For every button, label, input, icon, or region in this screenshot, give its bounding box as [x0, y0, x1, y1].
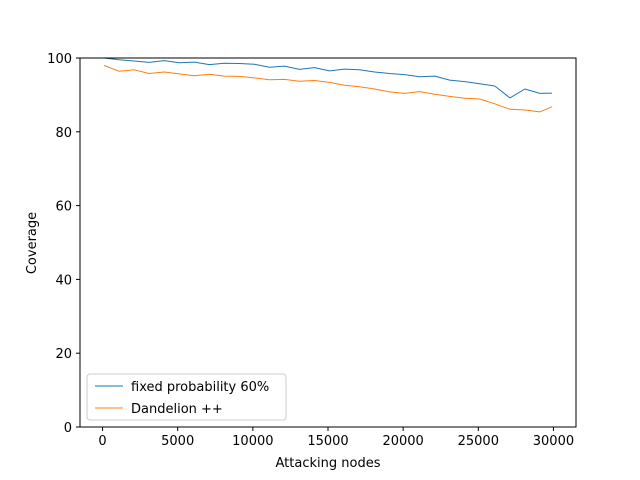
x-tick-label: 15000 [307, 434, 348, 449]
legend-box [86, 373, 287, 421]
y-axis-label: Coverage [25, 212, 40, 274]
y-tick-label: 0 [64, 421, 72, 436]
legend-label-fixed-probability: fixed probability 60% [131, 380, 269, 395]
y-tick-label: 40 [55, 273, 72, 288]
legend: fixed probability 60% Dandelion ++ [86, 373, 287, 421]
y-tick-label: 20 [55, 347, 72, 362]
series-line-dandelion [103, 64, 553, 113]
x-tick-label: 20000 [382, 434, 423, 449]
x-tick-label: 25000 [458, 434, 499, 449]
x-tick-label: 5000 [161, 434, 194, 449]
y-tick-label: 80 [55, 126, 72, 141]
x-tick-label: 10000 [232, 434, 273, 449]
y-tick-label: 60 [55, 200, 72, 215]
plot-frame [79, 57, 577, 428]
y-axis: 0 20 40 60 80 100 [47, 52, 80, 436]
x-axis-label: Attacking nodes [276, 456, 381, 471]
x-axis: 0 5000 10000 15000 20000 25000 30000 [98, 427, 574, 449]
series-line-fixed-probability [103, 57, 553, 99]
x-tick-label: 30000 [533, 434, 574, 449]
legend-label-dandelion: Dandelion ++ [131, 402, 223, 417]
plot-lines [103, 57, 553, 113]
x-tick-label: 0 [98, 434, 106, 449]
y-tick-label: 100 [47, 52, 72, 67]
